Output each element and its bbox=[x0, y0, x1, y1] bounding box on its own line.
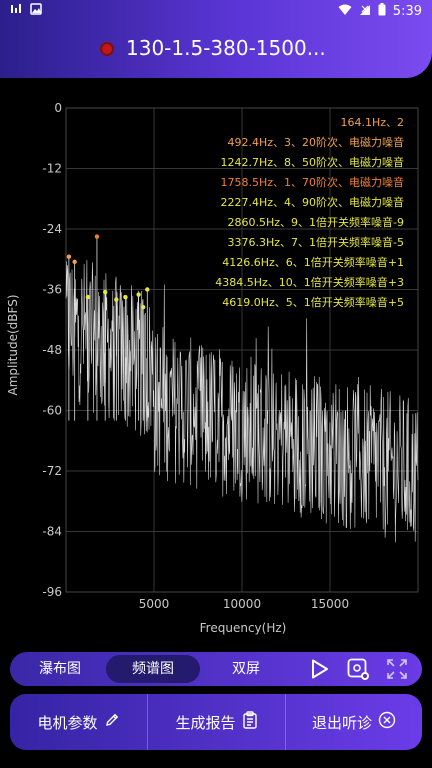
spectrum-trace bbox=[65, 260, 419, 543]
exit-diagnosis-label: 退出听诊 bbox=[311, 713, 372, 732]
action-bar: 电机参数 生成报告 退出听诊 bbox=[10, 694, 422, 750]
wifi-icon bbox=[338, 4, 352, 19]
battery-icon bbox=[378, 3, 386, 19]
y-tick-label: -12 bbox=[42, 162, 62, 176]
y-tick-label: -24 bbox=[42, 222, 62, 236]
y-tick-label: -72 bbox=[42, 464, 62, 478]
y-tick-label: -84 bbox=[42, 525, 62, 539]
page-title: 130-1.5-380-1500... bbox=[126, 36, 326, 60]
clipboard-report-icon bbox=[242, 711, 258, 733]
peak-marker bbox=[85, 294, 91, 300]
x-tick-label: 15000 bbox=[311, 597, 349, 611]
peak-marker bbox=[72, 259, 77, 264]
peak-label: 2227.4Hz、4、90阶次、电磁力噪音 bbox=[220, 195, 404, 209]
motor-params-button[interactable]: 电机参数 bbox=[10, 694, 147, 750]
x-axis-label: Frequency(Hz) bbox=[200, 621, 287, 635]
peak-label: 4384.5Hz、10、1倍开关频率噪音+3 bbox=[215, 275, 404, 289]
image-notification-icon bbox=[30, 3, 42, 18]
y-tick-label: -60 bbox=[42, 404, 62, 418]
peak-label: 164.1Hz、2 bbox=[340, 116, 404, 129]
action-divider bbox=[285, 694, 286, 750]
y-tick-label: -48 bbox=[42, 343, 62, 357]
tab-dual-screen[interactable]: 双屏 bbox=[232, 661, 260, 677]
peak-label: 4619.0Hz、5、1倍开关频率噪音+5 bbox=[222, 295, 404, 309]
mobile-signal-icon bbox=[359, 4, 371, 19]
view-tab-bar: 瀑布图 频谱图 双屏 bbox=[10, 652, 422, 686]
peak-marker bbox=[103, 289, 108, 295]
y-axis-label: Amplitude(dBFS) bbox=[6, 294, 20, 395]
play-icon[interactable] bbox=[306, 656, 332, 682]
fullscreen-icon[interactable] bbox=[384, 656, 410, 682]
spectrum-chart: 0 -12 -24 -36 -48 -60 -72 -84 -96 5000 10000 15000… bbox=[0, 95, 432, 640]
x-tick-label: 10000 bbox=[223, 597, 261, 611]
peak-label: 492.4Hz、3、20阶次、电磁力噪音 bbox=[227, 135, 404, 149]
y-tick-label: 0 bbox=[54, 101, 62, 115]
chart-grid bbox=[65, 107, 419, 593]
peak-label: 4126.6Hz、6、1倍开关频率噪音+1 bbox=[222, 255, 404, 269]
peak-marker bbox=[114, 297, 119, 302]
y-tick-label: -96 bbox=[42, 585, 62, 599]
peak-markers bbox=[66, 234, 150, 421]
screenshot-icon[interactable] bbox=[345, 656, 371, 682]
tab-spectrum[interactable]: 频谱图 bbox=[106, 655, 200, 683]
y-axis-ticks: 0 -12 -24 -36 -48 -60 -72 -84 -96 bbox=[42, 101, 62, 599]
motor-params-label: 电机参数 bbox=[37, 713, 98, 732]
spectrum-chart-svg: 0 -12 -24 -36 -48 -60 -72 -84 -96 5000 10000 15000… bbox=[6, 101, 419, 635]
status-bar: 5:39 bbox=[0, 0, 432, 22]
y-tick-label: -36 bbox=[42, 283, 62, 297]
peak-marker bbox=[66, 254, 72, 259]
peak-label: 3376.3Hz、7、1倍开关频率噪音-5 bbox=[228, 235, 405, 249]
peak-label: 1242.7Hz、8、50阶次、电磁力噪音 bbox=[220, 155, 404, 169]
peak-marker bbox=[136, 292, 141, 297]
x-tick-label: 5000 bbox=[139, 597, 170, 611]
tab-waterfall[interactable]: 瀑布图 bbox=[39, 661, 81, 677]
action-divider bbox=[147, 694, 148, 750]
edit-pencil-icon bbox=[104, 712, 120, 732]
peak-marker bbox=[140, 304, 146, 310]
peak-label: 1758.5Hz、1、70阶次、电磁力噪音 bbox=[220, 175, 404, 189]
peak-marker bbox=[123, 294, 128, 300]
signal-indicator-icon bbox=[10, 3, 22, 18]
close-circle-icon bbox=[378, 711, 396, 733]
peak-marker bbox=[145, 287, 150, 292]
peak-labels: 164.1Hz、2 492.4Hz、3、20阶次、电磁力噪音 1242.7Hz、8、… bbox=[215, 116, 404, 309]
status-time: 5:39 bbox=[392, 3, 422, 19]
x-axis-ticks: 5000 10000 15000 bbox=[139, 597, 349, 611]
peak-label: 2860.5Hz、9、1倍开关频率噪音-9 bbox=[228, 215, 405, 229]
exit-diagnosis-button[interactable]: 退出听诊 bbox=[286, 694, 422, 750]
peak-marker bbox=[94, 234, 100, 239]
generate-report-label: 生成报告 bbox=[175, 713, 236, 732]
recording-indicator-icon bbox=[100, 42, 114, 56]
app-header: 5:39 130-1.5-380-1500... bbox=[0, 0, 432, 78]
title-row: 130-1.5-380-1500... bbox=[0, 32, 432, 68]
generate-report-button[interactable]: 生成报告 bbox=[148, 694, 285, 750]
